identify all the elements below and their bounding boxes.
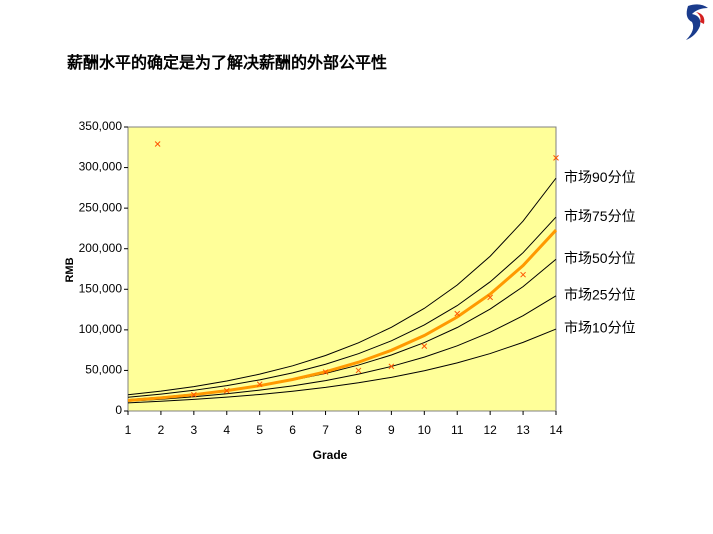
series-line [127, 177, 557, 396]
x-tick-label: 2 [158, 423, 165, 437]
series-line [127, 328, 557, 404]
x-tick-label: 10 [418, 423, 432, 437]
series-line [127, 216, 557, 398]
y-tick-label: 250,000 [79, 200, 123, 214]
y-tick-label: 200,000 [79, 241, 123, 255]
scatter-point [154, 141, 161, 147]
x-tick-label: 5 [256, 423, 263, 437]
y-axis-label: RMB [64, 257, 76, 282]
x-tick-label: 6 [289, 423, 296, 437]
x-tick-label: 11 [451, 423, 464, 437]
scatter-point [487, 294, 494, 301]
scatter-point [388, 363, 395, 370]
plot-area [127, 126, 557, 412]
series-line [127, 295, 557, 402]
y-tick-label: 150,000 [79, 281, 123, 295]
scatter-point [421, 343, 428, 349]
series-label: 市场75分位 [564, 208, 636, 224]
series-line [127, 229, 558, 402]
x-tick-label: 9 [388, 423, 395, 437]
logo [686, 4, 708, 40]
x-tick-label: 14 [549, 423, 563, 437]
y-tick-label: 0 [115, 403, 122, 417]
series-label: 市场50分位 [564, 250, 636, 266]
x-tick-label: 7 [322, 423, 329, 437]
scatter-point [256, 381, 263, 388]
y-tick-label: 350,000 [79, 119, 123, 133]
x-tick-label: 4 [223, 423, 230, 437]
x-tick-label: 1 [125, 423, 132, 437]
title: 薪酬水平的确定是为了解决薪酬的外部公平性 [67, 53, 387, 72]
x-tick-label: 12 [483, 423, 497, 437]
series-label: 市场10分位 [564, 320, 636, 336]
y-tick-label: 50,000 [85, 363, 122, 377]
scatter-point [190, 391, 197, 398]
scatter-point [322, 369, 329, 375]
x-axis-label: Grade [313, 448, 348, 462]
y-tick-label: 300,000 [79, 160, 123, 174]
x-tick-label: 3 [191, 423, 198, 437]
scatter-point [223, 387, 230, 394]
y-tick-label: 100,000 [79, 322, 123, 336]
scatter-point [553, 154, 559, 161]
x-tick-label: 13 [516, 423, 530, 437]
series-label: 市场25分位 [564, 286, 636, 302]
scatter-point [454, 310, 461, 317]
series-label: 市场90分位 [564, 169, 636, 185]
scatter-point [355, 367, 362, 374]
x-tick-label: 8 [355, 423, 362, 437]
scatter-point [520, 271, 526, 278]
